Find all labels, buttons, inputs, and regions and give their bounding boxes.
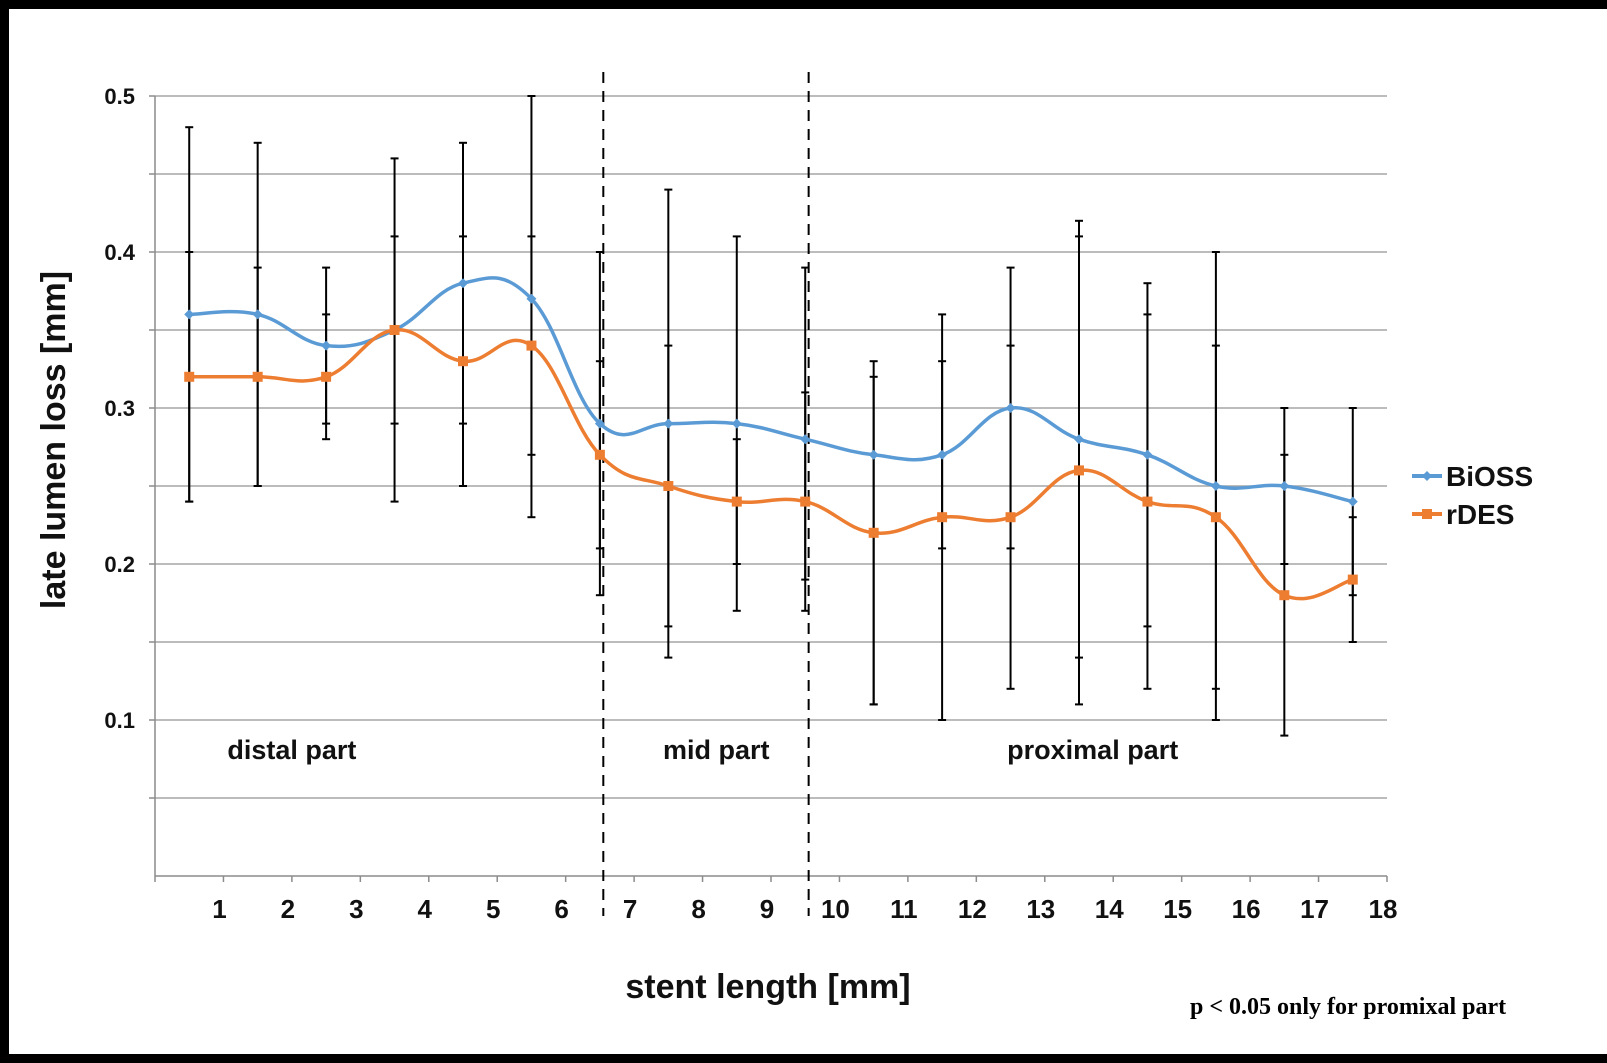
- data-point-bioss: [1074, 434, 1084, 445]
- gridlines: [155, 95, 1387, 799]
- data-point-bioss: [1279, 481, 1290, 491]
- data-point-bioss: [458, 278, 468, 289]
- x-tick-label: 18: [1369, 894, 1398, 924]
- y-axis-title: late lumen loss [mm]: [35, 271, 73, 609]
- data-point-rdes: [1142, 496, 1153, 507]
- data-point-rdes: [184, 371, 195, 382]
- y-tick-label: 0.4: [104, 240, 135, 265]
- y-tick-label: 0.1: [104, 708, 135, 733]
- legend-marker-bioss: [1422, 471, 1432, 481]
- y-tick-label: 0.2: [104, 552, 135, 577]
- data-point-bioss: [321, 340, 332, 351]
- data-point-bioss: [594, 418, 605, 429]
- data-point-rdes: [1347, 574, 1358, 585]
- data-point-rdes: [800, 496, 811, 507]
- data-point-rdes: [663, 481, 674, 491]
- x-tick-label: 12: [958, 894, 987, 924]
- region-labels: distal part mid part proximal part: [227, 735, 1178, 765]
- data-point-bioss: [1005, 403, 1016, 413]
- data-point-rdes: [1279, 590, 1290, 601]
- y-tick-label: 0.5: [104, 84, 135, 109]
- data-point-rdes: [594, 449, 605, 460]
- x-tick-label: 17: [1300, 894, 1329, 924]
- data-point-bioss: [937, 449, 948, 460]
- x-tick-label: 3: [349, 894, 363, 924]
- x-tick-label: 7: [623, 894, 637, 924]
- data-point-rdes: [868, 527, 879, 538]
- x-tick-label: 11: [890, 894, 918, 924]
- footnote: p < 0.05 only for promixal part: [1190, 994, 1506, 1020]
- data-point-rdes: [731, 496, 742, 507]
- legend-label-bioss: BiOSS: [1446, 461, 1533, 492]
- region-label: distal part: [227, 735, 356, 765]
- series-lines: [189, 276, 1354, 601]
- region-label: mid part: [663, 735, 770, 765]
- series-markers: [184, 278, 1358, 601]
- x-tick-label: 13: [1026, 894, 1055, 924]
- data-point-bioss: [526, 293, 537, 304]
- data-point-bioss: [731, 418, 742, 429]
- x-tick-label: 14: [1095, 894, 1124, 924]
- data-point-rdes: [1005, 512, 1016, 523]
- legend-label-rdes: rDES: [1446, 499, 1514, 530]
- x-tick-label: 10: [821, 894, 850, 924]
- axes: [149, 95, 1388, 882]
- data-point-bioss: [868, 449, 879, 460]
- data-point-bioss: [1347, 496, 1358, 507]
- data-point-rdes: [937, 512, 948, 523]
- x-tick-label: 9: [760, 894, 774, 924]
- data-point-bioss: [184, 309, 195, 320]
- data-point-bioss: [1210, 481, 1221, 491]
- x-tick-label: 6: [554, 894, 568, 924]
- data-point-rdes: [458, 356, 468, 367]
- error-bars: [185, 95, 1357, 737]
- data-point-bioss: [1142, 449, 1153, 460]
- x-tick-label: 8: [691, 894, 705, 924]
- region-label: proximal part: [1007, 735, 1178, 765]
- series-line-rdes: [189, 328, 1354, 601]
- x-tick-label: 15: [1163, 894, 1192, 924]
- data-point-rdes: [1074, 465, 1084, 476]
- data-point-rdes: [321, 371, 332, 382]
- tick-labels: 0.10.20.30.40.51 2 3 4 5 6 7 8 9 10 11 12 13 14 15 16 17…: [104, 84, 1397, 924]
- x-tick-label: 4: [418, 894, 433, 924]
- data-point-rdes: [1210, 512, 1221, 523]
- legend: BiOSS rDES: [1412, 461, 1533, 530]
- x-tick-label: 5: [486, 894, 500, 924]
- data-point-bioss: [663, 418, 674, 429]
- x-tick-label: 2: [281, 894, 295, 924]
- data-point-rdes: [526, 340, 537, 351]
- series-line-bioss: [189, 276, 1354, 504]
- x-tick-label: 16: [1232, 894, 1261, 924]
- legend-marker-rdes: [1422, 509, 1432, 519]
- data-point-rdes: [389, 325, 400, 335]
- data-point-bioss: [800, 434, 811, 445]
- x-axis-title: stent length [mm]: [625, 968, 910, 1006]
- y-tick-label: 0.3: [104, 396, 135, 421]
- data-point-bioss: [252, 309, 263, 320]
- x-tick-label: 1: [212, 894, 226, 924]
- data-point-rdes: [252, 371, 263, 382]
- region-dividers: [602, 72, 810, 916]
